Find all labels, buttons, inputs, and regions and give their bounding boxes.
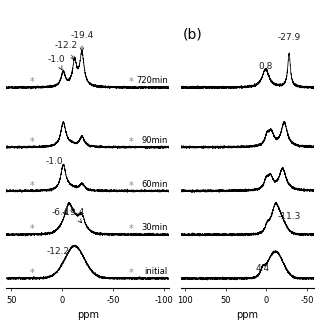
Text: initial: initial [145, 267, 168, 276]
Text: -19.4: -19.4 [62, 208, 85, 223]
Text: *: * [129, 137, 134, 147]
Text: -1.0: -1.0 [46, 157, 63, 166]
Text: *: * [129, 268, 134, 278]
Text: *: * [29, 180, 34, 191]
Text: *: * [129, 77, 134, 87]
X-axis label: ppm: ppm [236, 310, 258, 320]
Text: -19.4: -19.4 [70, 31, 93, 51]
Text: 60min: 60min [141, 180, 168, 188]
Text: -12.2: -12.2 [55, 41, 78, 60]
Text: -1.0: -1.0 [47, 55, 65, 70]
Text: 0.8: 0.8 [259, 62, 273, 71]
Text: *: * [29, 77, 34, 87]
Text: -12.2: -12.2 [46, 247, 69, 256]
Text: *: * [129, 180, 134, 191]
Text: 90min: 90min [141, 136, 168, 145]
Text: *: * [129, 224, 134, 234]
Text: *: * [29, 224, 34, 234]
Text: (b): (b) [183, 28, 203, 42]
Text: *: * [29, 137, 34, 147]
Text: *: * [29, 268, 34, 278]
Text: -11.3: -11.3 [278, 212, 301, 221]
Text: 4.4: 4.4 [256, 264, 270, 273]
Text: 30min: 30min [141, 223, 168, 232]
Text: 720min: 720min [136, 76, 168, 85]
X-axis label: ppm: ppm [76, 310, 99, 320]
Text: -6.4: -6.4 [51, 208, 69, 217]
Text: -27.9: -27.9 [277, 33, 301, 42]
